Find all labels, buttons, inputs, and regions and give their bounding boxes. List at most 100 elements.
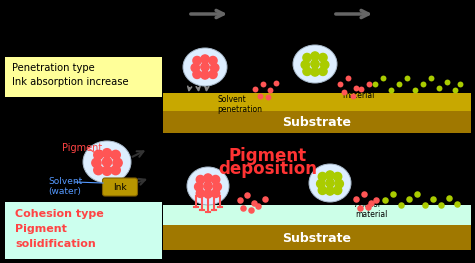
Text: Cohesion type: Cohesion type — [15, 209, 104, 219]
Point — [397, 203, 405, 207]
Point — [395, 82, 403, 86]
Ellipse shape — [187, 167, 229, 205]
Circle shape — [204, 190, 212, 198]
Circle shape — [326, 187, 334, 195]
Point — [236, 198, 244, 202]
Bar — [163, 93, 471, 111]
Ellipse shape — [293, 45, 337, 83]
Point — [243, 193, 251, 197]
Text: Ink absorption increase: Ink absorption increase — [12, 77, 129, 87]
Point — [437, 203, 445, 207]
Point — [372, 198, 380, 202]
Point — [379, 76, 387, 80]
Text: Pigment: Pigment — [15, 224, 67, 234]
Circle shape — [318, 173, 327, 181]
Point — [352, 86, 360, 90]
Point — [403, 76, 411, 80]
Text: Pigment: Pigment — [62, 143, 102, 153]
Point — [451, 88, 459, 92]
Point — [405, 197, 413, 201]
Circle shape — [193, 57, 201, 65]
Point — [387, 88, 395, 92]
Point — [352, 197, 360, 201]
Circle shape — [318, 186, 327, 194]
Point — [256, 94, 264, 98]
Point — [266, 88, 274, 92]
Text: deposition: deposition — [218, 160, 317, 178]
Circle shape — [204, 182, 212, 190]
Point — [429, 197, 437, 201]
Circle shape — [326, 171, 334, 179]
Circle shape — [311, 52, 319, 60]
Text: Solvent
penetration: Solvent penetration — [217, 95, 262, 114]
Point — [264, 95, 272, 99]
Point — [364, 205, 372, 209]
Point — [381, 198, 389, 202]
Point — [251, 87, 259, 91]
Circle shape — [210, 64, 219, 72]
Point — [340, 90, 348, 94]
Circle shape — [196, 189, 205, 198]
Point — [247, 208, 255, 212]
Circle shape — [326, 179, 334, 187]
Circle shape — [209, 57, 217, 65]
Circle shape — [321, 60, 329, 69]
FancyBboxPatch shape — [103, 178, 137, 196]
Point — [411, 88, 419, 92]
Circle shape — [191, 64, 200, 72]
Point — [371, 82, 379, 86]
Text: Substrate: Substrate — [283, 117, 352, 129]
Point — [357, 87, 365, 91]
Circle shape — [103, 166, 112, 175]
Point — [421, 203, 429, 207]
Circle shape — [211, 175, 220, 184]
Circle shape — [196, 175, 205, 184]
Circle shape — [92, 158, 101, 168]
Point — [254, 204, 262, 208]
Point — [435, 86, 443, 90]
Circle shape — [333, 186, 342, 194]
Circle shape — [94, 150, 103, 160]
FancyBboxPatch shape — [5, 202, 162, 259]
Ellipse shape — [83, 141, 131, 183]
Text: Substrate: Substrate — [283, 232, 352, 245]
Point — [261, 197, 269, 201]
Circle shape — [311, 68, 319, 76]
Circle shape — [209, 70, 217, 78]
Text: Pigment: Pigment — [229, 147, 307, 165]
Point — [367, 201, 375, 205]
Circle shape — [193, 70, 201, 78]
Circle shape — [103, 149, 112, 158]
Text: Ink: Ink — [113, 183, 127, 191]
Circle shape — [213, 183, 221, 191]
Point — [427, 76, 435, 80]
Point — [365, 82, 373, 86]
Point — [413, 192, 421, 196]
Text: Penetration type: Penetration type — [12, 63, 95, 73]
Circle shape — [301, 60, 310, 69]
Point — [443, 80, 451, 84]
Bar — [163, 205, 471, 225]
Circle shape — [311, 60, 319, 68]
Point — [239, 206, 247, 210]
Circle shape — [111, 165, 120, 175]
Circle shape — [111, 150, 120, 160]
Circle shape — [319, 67, 327, 75]
Circle shape — [335, 180, 343, 188]
Point — [419, 82, 427, 86]
Point — [453, 202, 461, 206]
Point — [349, 94, 357, 98]
Circle shape — [319, 53, 327, 62]
Bar — [163, 111, 471, 133]
Point — [356, 206, 364, 210]
Circle shape — [94, 165, 103, 175]
Circle shape — [113, 158, 122, 168]
Circle shape — [303, 53, 311, 62]
Circle shape — [201, 55, 209, 63]
Point — [456, 82, 464, 86]
Point — [259, 82, 267, 86]
Point — [250, 201, 258, 205]
Ellipse shape — [309, 164, 351, 202]
Circle shape — [195, 183, 203, 191]
Ellipse shape — [183, 48, 227, 86]
